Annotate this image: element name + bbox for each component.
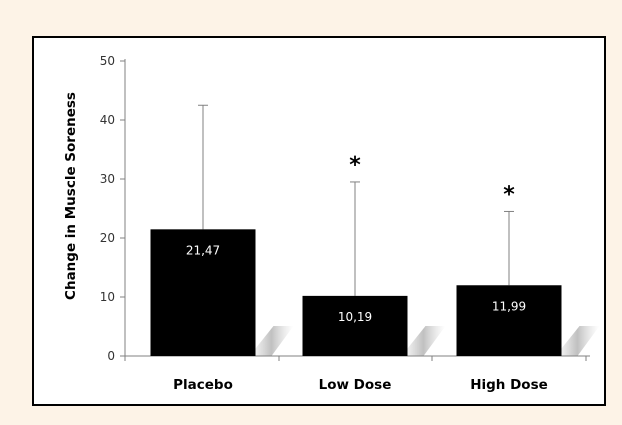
significance-marker: * — [349, 153, 361, 178]
bar-high-dose — [456, 285, 562, 356]
bar-shadow — [249, 326, 294, 356]
bar-shadow — [555, 326, 600, 356]
y-tick-label: 30 — [100, 172, 115, 186]
y-tick-label: 0 — [107, 349, 115, 363]
bar-shadow — [401, 326, 446, 356]
y-axis-label: Change in Muscle Soreness — [63, 92, 79, 300]
bar-value-label: 10,19 — [338, 310, 372, 324]
bar-low-dose — [302, 295, 408, 356]
y-tick-label: 40 — [100, 113, 115, 127]
bar-value-label: 11,99 — [492, 299, 526, 313]
bar-value-label: 21,47 — [186, 243, 220, 257]
y-tick-label: 10 — [100, 290, 115, 304]
y-tick-label: 50 — [100, 54, 115, 68]
x-tick-label: High Dose — [470, 377, 548, 393]
x-tick-label: Low Dose — [319, 377, 392, 393]
significance-marker: * — [503, 182, 515, 207]
x-tick-label: Placebo — [173, 377, 233, 393]
bar-placebo — [150, 229, 256, 356]
y-tick-label: 20 — [100, 231, 115, 245]
